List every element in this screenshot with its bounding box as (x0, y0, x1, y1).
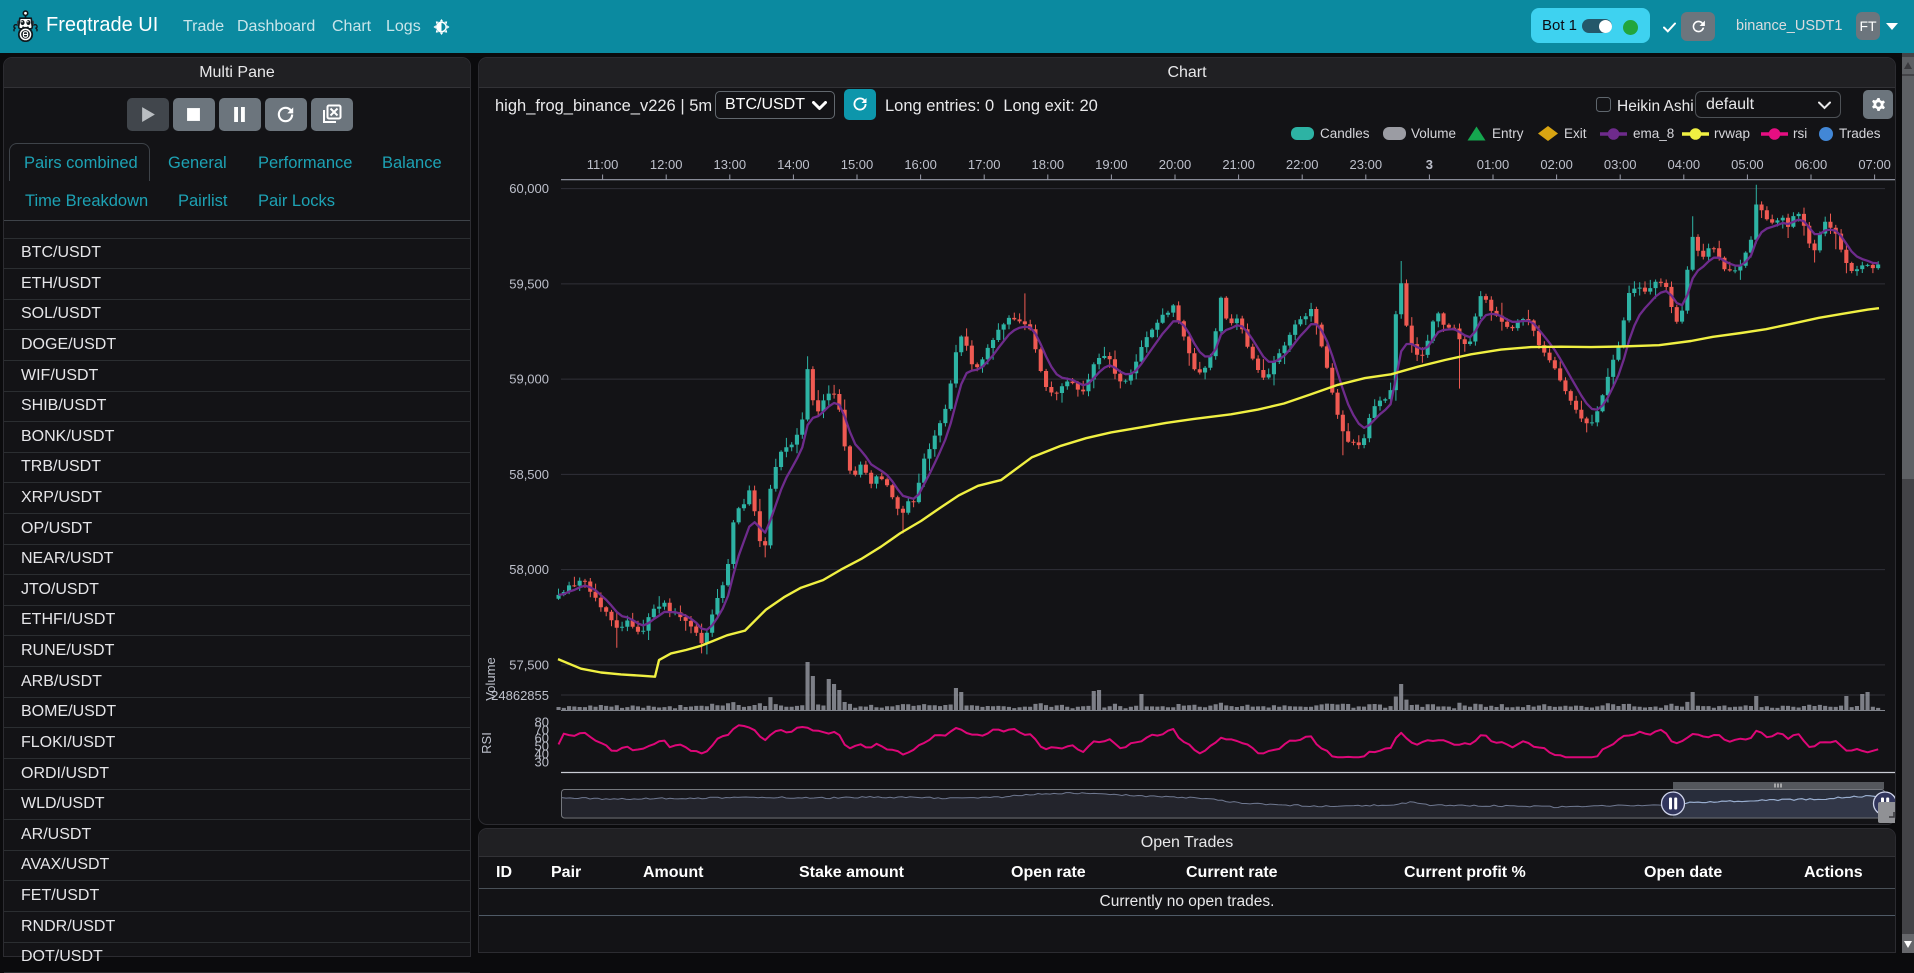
svg-text:59,000: 59,000 (509, 372, 549, 387)
svg-text:20:00: 20:00 (1159, 157, 1192, 172)
svg-text:3: 3 (1426, 157, 1433, 172)
svg-text:23:00: 23:00 (1350, 157, 1383, 172)
svg-text:59,500: 59,500 (509, 276, 549, 291)
svg-text:15:00: 15:00 (841, 157, 874, 172)
svg-text:60: 60 (535, 731, 549, 746)
svg-text:06:00: 06:00 (1795, 157, 1828, 172)
svg-text:03:00: 03:00 (1604, 157, 1637, 172)
svg-text:21:00: 21:00 (1222, 157, 1255, 172)
svg-text:02:00: 02:00 (1540, 157, 1573, 172)
svg-text:04:00: 04:00 (1668, 157, 1701, 172)
svg-text:11:00: 11:00 (587, 157, 619, 172)
svg-text:RSI: RSI (479, 732, 494, 754)
svg-text:01:00: 01:00 (1477, 157, 1510, 172)
svg-text:60,000: 60,000 (509, 181, 549, 196)
svg-text:24862855: 24862855 (491, 688, 549, 703)
svg-text:50: 50 (535, 739, 549, 754)
svg-text:19:00: 19:00 (1095, 157, 1128, 172)
svg-text:80: 80 (535, 715, 549, 730)
svg-text:14:00: 14:00 (777, 157, 810, 172)
svg-text:18:00: 18:00 (1032, 157, 1065, 172)
svg-text:13:00: 13:00 (714, 157, 747, 172)
svg-text:07:00: 07:00 (1858, 157, 1891, 172)
svg-text:16:00: 16:00 (904, 157, 937, 172)
svg-text:58,000: 58,000 (509, 562, 549, 577)
svg-text:Volume: Volume (483, 657, 498, 700)
svg-text:17:00: 17:00 (968, 157, 1001, 172)
svg-text:12:00: 12:00 (650, 157, 683, 172)
svg-text:40: 40 (535, 747, 549, 762)
svg-text:58,500: 58,500 (509, 467, 549, 482)
svg-text:05:00: 05:00 (1731, 157, 1764, 172)
svg-text:22:00: 22:00 (1286, 157, 1319, 172)
svg-text:57,500: 57,500 (509, 657, 549, 672)
svg-text:70: 70 (535, 723, 549, 738)
svg-text:30: 30 (535, 755, 549, 770)
